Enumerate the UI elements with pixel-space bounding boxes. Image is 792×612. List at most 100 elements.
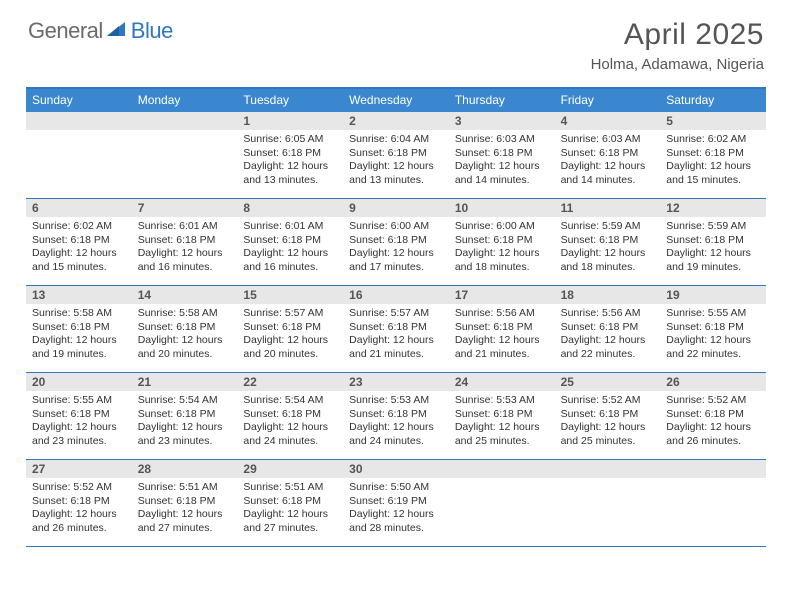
title-block: April 2025 Holma, Adamawa, Nigeria [591, 18, 764, 73]
day-number: 19 [660, 286, 766, 304]
daylight-line: Daylight: 12 hours and 27 minutes. [243, 508, 328, 534]
sunset-line: Sunset: 6:18 PM [455, 321, 533, 333]
day-number: 15 [237, 286, 343, 304]
daylight-line: Daylight: 12 hours and 13 minutes. [349, 160, 434, 186]
calendar-day-cell: 5Sunrise: 6:02 AMSunset: 6:18 PMDaylight… [660, 112, 766, 198]
sunset-line: Sunset: 6:18 PM [455, 147, 533, 159]
day-details: Sunrise: 5:53 AMSunset: 6:18 PMDaylight:… [343, 391, 449, 455]
calendar-day-cell [660, 460, 766, 546]
day-number [449, 460, 555, 478]
sunrise-line: Sunrise: 5:58 AM [138, 307, 218, 319]
day-details: Sunrise: 5:58 AMSunset: 6:18 PMDaylight:… [132, 304, 238, 368]
sunrise-line: Sunrise: 5:56 AM [455, 307, 535, 319]
sunrise-line: Sunrise: 5:55 AM [666, 307, 746, 319]
calendar-day-cell: 28Sunrise: 5:51 AMSunset: 6:18 PMDayligh… [132, 460, 238, 546]
sunrise-line: Sunrise: 5:59 AM [666, 220, 746, 232]
sunrise-line: Sunrise: 5:57 AM [349, 307, 429, 319]
day-number: 26 [660, 373, 766, 391]
daylight-line: Daylight: 12 hours and 16 minutes. [138, 247, 223, 273]
sunset-line: Sunset: 6:18 PM [243, 495, 321, 507]
daylight-line: Daylight: 12 hours and 13 minutes. [243, 160, 328, 186]
day-number: 9 [343, 199, 449, 217]
sunset-line: Sunset: 6:18 PM [32, 408, 110, 420]
calendar-day-cell [555, 460, 661, 546]
brand-logo: General Blue [28, 18, 173, 44]
sunset-line: Sunset: 6:18 PM [32, 321, 110, 333]
sunset-line: Sunset: 6:18 PM [455, 234, 533, 246]
day-details: Sunrise: 5:56 AMSunset: 6:18 PMDaylight:… [555, 304, 661, 368]
calendar-week-row: 13Sunrise: 5:58 AMSunset: 6:18 PMDayligh… [26, 286, 766, 373]
day-details: Sunrise: 6:01 AMSunset: 6:18 PMDaylight:… [237, 217, 343, 281]
daylight-line: Daylight: 12 hours and 24 minutes. [349, 421, 434, 447]
day-details: Sunrise: 5:52 AMSunset: 6:18 PMDaylight:… [555, 391, 661, 455]
daylight-line: Daylight: 12 hours and 26 minutes. [32, 508, 117, 534]
sunset-line: Sunset: 6:18 PM [561, 147, 639, 159]
sunrise-line: Sunrise: 6:00 AM [455, 220, 535, 232]
sunset-line: Sunset: 6:18 PM [138, 495, 216, 507]
day-details: Sunrise: 6:03 AMSunset: 6:18 PMDaylight:… [449, 130, 555, 194]
day-number [26, 112, 132, 130]
sunset-line: Sunset: 6:18 PM [349, 234, 427, 246]
weekday-header: Tuesday [237, 89, 343, 112]
calendar-day-cell: 19 Sunrise: 5:55 AM Sunset: 6:18 PMDayligh… [660, 286, 766, 372]
daylight-line: Daylight: 12 hours and 27 minutes. [138, 508, 223, 534]
day-details: Sunrise: 5:59 AM Sunset: 6:18 PMDaylight:… [555, 217, 661, 281]
calendar-day-cell: 11Sunrise: 5:59 AMSunset: 6:18 PMDayligh… [555, 199, 661, 285]
sunset-line: Sunset: 6:18 PM [561, 234, 639, 246]
day-details: Sunrise: 6:04 AMSunset: 6:18 PMDaylight:… [343, 130, 449, 194]
calendar-week-row: 20Sunrise: 5:55 AMSunset: 6:18 PMDayligh… [26, 373, 766, 460]
sunrise-line: Sunrise: 5:54 AM [243, 394, 323, 406]
day-number: 22 [237, 373, 343, 391]
calendar-week-row: 6Sunrise: 6:02 AMSunset: 6:18 PMDaylight… [26, 199, 766, 286]
daylight-line: Daylight: 12 hours and 22 minutes. [666, 334, 751, 360]
day-number: 23 [343, 373, 449, 391]
calendar-day-cell: 18Sunrise: 5:56 AMSunset: 6:18 PMDayligh… [555, 286, 661, 372]
calendar-day-cell: 2Sunrise: 6:04 AMSunset: 6:18 PMDaylight… [343, 112, 449, 198]
sunset-line: Sunset: 6:18 PM [243, 234, 321, 246]
sunset-line: Sunset: 6:18 PM [455, 408, 533, 420]
calendar-day-cell: 24Sunrise: 5:53 AMSunset: 6:18 PMDayligh… [449, 373, 555, 459]
day-details: Sunrise: 5:54 AMSunset: 6:18 PMDaylight:… [237, 391, 343, 455]
daylight-line: Daylight: 12 hours and 21 minutes. [455, 334, 540, 360]
calendar-day-cell: 29Sunrise: 5:51 AMSunset: 6:18 PMDayligh… [237, 460, 343, 546]
day-details: Sunrise: 6:01 AMSunset: 6:18 PMDaylight:… [132, 217, 238, 281]
day-details: Sunrise: 6:02 AMSunset: 6:18 PMDaylight:… [26, 217, 132, 281]
calendar-week-row: 27Sunrise: 5:52 AMSunset: 6:18 PMDayligh… [26, 460, 766, 547]
sunrise-line: Sunrise: 5:51 AM [243, 481, 323, 493]
day-number: 24 [449, 373, 555, 391]
sunset-line: Sunset: 6:18 PM [666, 321, 744, 333]
calendar-day-cell: 16Sunrise: 5:57 AMSunset: 6:18 PMDayligh… [343, 286, 449, 372]
sunrise-line: Sunrise: 5:50 AM [349, 481, 429, 493]
sunrise-line: Sunrise: 5:53 AM [349, 394, 429, 406]
sunrise-line: Sunrise: 6:03 AM [455, 133, 535, 145]
calendar-day-cell: 12Sunrise: 5:59 AMSunset: 6:18 PMDayligh… [660, 199, 766, 285]
day-number: 30 [343, 460, 449, 478]
daylight-line: Daylight: 12 hours and 18 minutes. [561, 247, 646, 273]
day-number [660, 460, 766, 478]
sunset-line: Sunset: 6:18 PM [32, 495, 110, 507]
day-details: Sunrise: 5:52 AMSunset: 6:18 PMDaylight:… [660, 391, 766, 455]
sunset-line: Sunset: 6:18 PM [349, 147, 427, 159]
sunrise-line: Sunrise: 5:52 AM [561, 394, 641, 406]
brand-word-general: General [28, 18, 103, 44]
calendar-day-cell: 1Sunrise: 6:05 AMSunset: 6:18 PMDaylight… [237, 112, 343, 198]
day-details: Sunrise: 6:03 AMSunset: 6:18 PMDaylight:… [555, 130, 661, 194]
calendar-day-cell: 15Sunrise: 5:57 AMSunset: 6:18 PMDayligh… [237, 286, 343, 372]
sunrise-line: Sunrise: 5:59 AM [561, 220, 641, 232]
sunset-line: Sunset: 6:18 PM [243, 321, 321, 333]
day-number: 16 [343, 286, 449, 304]
page-title: April 2025 [591, 18, 764, 52]
calendar-day-cell: 8Sunrise: 6:01 AMSunset: 6:18 PMDaylight… [237, 199, 343, 285]
calendar-day-cell: 14Sunrise: 5:58 AMSunset: 6:18 PMDayligh… [132, 286, 238, 372]
daylight-line: Daylight: 12 hours and 18 minutes. [455, 247, 540, 273]
day-details: Sunrise: 5:59 AMSunset: 6:18 PMDaylight:… [660, 217, 766, 281]
weekday-header: Wednesday [343, 89, 449, 112]
calendar-day-cell: 3Sunrise: 6:03 AMSunset: 6:18 PMDaylight… [449, 112, 555, 198]
day-number: 20 [26, 373, 132, 391]
calendar-day-cell: 7Sunrise: 6:01 AMSunset: 6:18 PMDaylight… [132, 199, 238, 285]
daylight-line: Daylight: 12 hours and 25 minutes. [455, 421, 540, 447]
day-number: 3 [449, 112, 555, 130]
weekday-header: Saturday [660, 89, 766, 112]
weekday-header: Friday [555, 89, 661, 112]
daylight-line: Daylight: 12 hours and 25 minutes. [561, 421, 646, 447]
